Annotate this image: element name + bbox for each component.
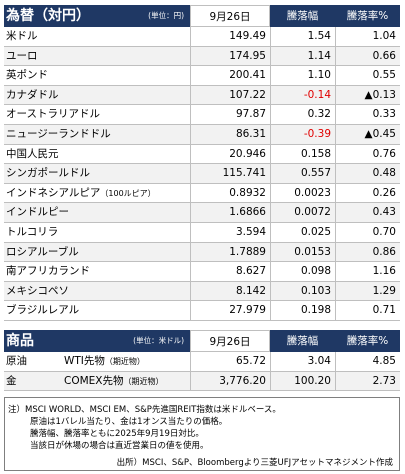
row-name: メキシコペソ: [4, 281, 190, 302]
value-cell: 4.85: [335, 352, 400, 372]
row-name: シンガポールドル: [4, 164, 190, 184]
value-cell: 8.627: [190, 262, 270, 282]
sub-label: （100ルピア）: [100, 188, 156, 198]
value-cell: 0.48: [335, 164, 400, 184]
row-name: 英ポンド: [4, 66, 190, 86]
value-cell: 149.49: [190, 27, 270, 47]
value-cell: 1.7889: [190, 242, 270, 263]
row-name: 南アフリカランド: [4, 262, 190, 282]
header-title: 商品: [4, 330, 190, 352]
value-cell: 8.142: [190, 281, 270, 302]
header-title: 為替（対円）: [4, 5, 190, 27]
value-cell: 65.72: [190, 352, 270, 372]
value-cell: 1.10: [270, 66, 335, 86]
row-name: ニュージーランドドル: [4, 125, 190, 145]
value-cell: 86.31: [190, 125, 270, 145]
date-header: 9月26日: [190, 5, 270, 27]
note: 注）MSCI WORLD、MSCI EM、S&P先進国REIT指数は米ドルベース…: [8, 405, 281, 415]
note: 原油は1バレル当たり、金は1オンス当たりの価格。: [30, 417, 228, 427]
value-cell: 100.20: [270, 371, 335, 392]
value-cell: 20.946: [190, 144, 270, 165]
value-cell: 107.22: [190, 85, 270, 106]
value-cell: 0.70: [335, 223, 400, 243]
value-cell: 0.0023: [270, 183, 335, 204]
sub-label: （期近物）: [123, 376, 164, 386]
row-name: トルコリラ: [4, 223, 190, 243]
value-cell: 97.87: [190, 105, 270, 125]
value-cell: 2.73: [335, 371, 400, 392]
row-name: カナダドル: [4, 85, 190, 106]
value-cell: 0.103: [270, 281, 335, 302]
sub-label: （期近物）: [104, 357, 145, 366]
value-cell: 3,776.20: [190, 371, 270, 392]
value-cell: -0.39: [270, 125, 335, 145]
value-cell: 0.86: [335, 242, 400, 263]
row-name: ロシアルーブル: [4, 242, 190, 263]
row-name: インドルピー: [4, 203, 190, 223]
value-cell: 174.95: [190, 46, 270, 67]
value-cell: 0.55: [335, 66, 400, 86]
value-cell: 1.14: [270, 46, 335, 67]
date-header: 9月26日: [190, 330, 270, 352]
column-header: 騰落幅: [270, 330, 335, 352]
value-cell: 0.158: [270, 144, 335, 165]
value-cell: 0.198: [270, 301, 335, 321]
value-cell: 1.54: [270, 27, 335, 47]
value-cell: 0.8932: [190, 183, 270, 204]
source: 出所）MSCI、S&P、Bloombergより三菱UFJアセットマネジメント作成: [116, 458, 393, 468]
header-unit: (単位：米ドル): [133, 336, 184, 345]
row-name: オーストラリアドル: [4, 105, 190, 125]
row-name: ユーロ: [4, 46, 190, 67]
value-cell: 0.66: [335, 46, 400, 67]
value-cell: -0.14: [270, 85, 335, 106]
header-unit: (単位：円): [148, 11, 184, 20]
value-cell: 0.71: [335, 301, 400, 321]
value-cell: 0.43: [335, 203, 400, 223]
row-name: 米ドル: [4, 27, 190, 47]
value-cell: 1.6866: [190, 203, 270, 223]
value-cell: 0.26: [335, 183, 400, 204]
notes-box: [4, 397, 400, 471]
row-name: WTI先物（期近物）: [44, 352, 190, 372]
row-name: インドネシアルピア（100ルピア）: [4, 183, 190, 204]
note: 当該日が休場の場合は直近営業日の値を使用。: [30, 441, 209, 451]
value-cell: 1.16: [335, 262, 400, 282]
value-cell: 27.979: [190, 301, 270, 321]
value-cell: 0.33: [335, 105, 400, 125]
column-header: 騰落率%: [335, 330, 400, 352]
value-cell: 0.76: [335, 144, 400, 165]
value-cell: 1.29: [335, 281, 400, 302]
value-cell: 0.0153: [270, 242, 335, 263]
value-cell: 200.41: [190, 66, 270, 86]
value-cell: 3.04: [270, 352, 335, 372]
column-header: 騰落幅: [270, 5, 335, 27]
column-header: 騰落率%: [335, 5, 400, 27]
value-cell: ▲0.13: [335, 85, 400, 106]
value-cell: 1.04: [335, 27, 400, 47]
value-cell: 115.741: [190, 164, 270, 184]
value-cell: 3.594: [190, 223, 270, 243]
value-cell: 0.098: [270, 262, 335, 282]
row-name: ブラジルレアル: [4, 301, 190, 321]
row-label: 金: [4, 371, 44, 392]
value-cell: ▲0.45: [335, 125, 400, 145]
value-cell: 0.0072: [270, 203, 335, 223]
row-label: 原油: [4, 352, 44, 372]
row-name: 中国人民元: [4, 144, 190, 165]
value-cell: 0.32: [270, 105, 335, 125]
value-cell: 0.557: [270, 164, 335, 184]
row-name: COMEX先物（期近物）: [44, 371, 190, 392]
value-cell: 0.025: [270, 223, 335, 243]
note: 騰落幅、騰落率ともに2025年9月19日対比。: [30, 429, 204, 439]
